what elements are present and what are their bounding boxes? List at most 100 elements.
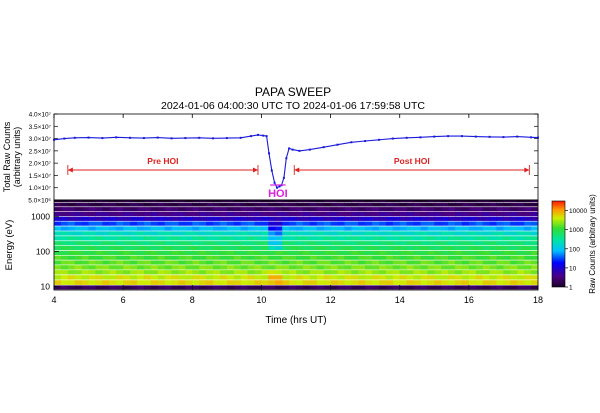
- spectrogram-cell: [455, 226, 463, 231]
- spectrogram-cell: [448, 202, 456, 207]
- spectrogram-cell: [289, 255, 297, 260]
- spectrogram-cell: [372, 250, 380, 255]
- spectrogram-cell: [503, 221, 511, 226]
- spectrogram-cell: [510, 285, 518, 290]
- spectrogram-cell: [420, 226, 428, 231]
- spectrogram-cell: [489, 202, 497, 207]
- spectrogram-cell: [344, 280, 352, 285]
- spectrogram-cell: [385, 202, 394, 207]
- spectrogram-cell: [171, 211, 179, 217]
- spectrogram-cell: [344, 202, 352, 207]
- spectrogram-cell: [261, 207, 269, 212]
- spectrogram-cell: [206, 226, 214, 231]
- spectrogram-cell: [67, 270, 76, 275]
- spectrogram-cell: [275, 265, 283, 270]
- spectrogram-cell: [247, 207, 255, 212]
- spectrogram-cell: [219, 260, 228, 265]
- spectrogram-cell: [379, 236, 387, 241]
- spectrogram-cell: [385, 236, 394, 241]
- spectrogram-cell: [468, 202, 477, 207]
- total-counts-point: [239, 136, 242, 139]
- total-counts-point: [268, 152, 271, 155]
- colorbar-tick-label: 100: [569, 246, 580, 253]
- spectrogram-cell: [434, 211, 442, 217]
- x-tick-label: 4: [51, 295, 56, 305]
- spectrogram-cell: [427, 211, 435, 217]
- spectrogram-cell: [282, 270, 290, 275]
- spectrogram-cell: [510, 221, 518, 226]
- spectrogram-cell: [60, 202, 69, 207]
- spectrogram-cell: [192, 245, 200, 251]
- total-counts-point: [391, 137, 394, 140]
- spectrogram-cell: [351, 216, 359, 221]
- spectrogram-cell: [316, 265, 324, 270]
- spectrogram-y-ticks: 10 100 1000: [31, 212, 59, 292]
- spectrogram-cell: [199, 285, 207, 290]
- spectrogram-cell: [143, 202, 152, 207]
- spectrogram-cell: [54, 250, 62, 255]
- spectrogram-cell: [254, 255, 262, 260]
- spectrogram-cell: [206, 221, 214, 226]
- spectrogram-cell: [233, 285, 242, 290]
- spectrogram-cell: [240, 250, 248, 255]
- spectrogram-cell: [302, 265, 311, 270]
- total-counts-series: [53, 133, 539, 189]
- spectrogram-cell: [351, 265, 359, 270]
- spectrogram-cell: [406, 245, 414, 251]
- total-counts-point: [184, 137, 187, 140]
- spectrogram-cell: [413, 270, 421, 275]
- spectrogram-cell: [213, 275, 221, 280]
- spectrogram-cell: [392, 280, 401, 285]
- spectrogram-cell: [226, 270, 235, 275]
- colorbar-label: Raw Counts (arbitrary units): [588, 194, 597, 294]
- spectrogram-cell: [531, 260, 539, 265]
- spectrogram-cell: [372, 207, 380, 212]
- spectrogram-cell: [337, 280, 345, 285]
- spectrogram-cell: [448, 211, 456, 217]
- total-counts-point: [433, 135, 436, 138]
- spectrogram-cell: [330, 236, 338, 241]
- spectrogram-cell: [219, 200, 228, 203]
- spectrogram-cell: [385, 270, 394, 275]
- spectrogram-cell: [289, 285, 297, 290]
- spectrogram-cell: [337, 285, 345, 290]
- spectrogram-cell: [67, 221, 76, 226]
- spectrogram-cell: [455, 202, 463, 207]
- spectrogram-cell: [309, 270, 318, 275]
- spectrogram-cell: [372, 216, 380, 221]
- spectrogram-cell: [123, 275, 131, 280]
- spectrogram-cell: [219, 285, 228, 290]
- spectrogram-cell: [178, 231, 186, 236]
- spectrogram-cell: [81, 202, 89, 207]
- spectrogram-cells: [54, 200, 539, 290]
- spectrogram-cell: [123, 226, 131, 231]
- total-counts-point: [377, 138, 380, 141]
- spectrogram-cell: [81, 250, 89, 255]
- spectrogram-cell: [461, 285, 470, 290]
- spectrogram-cell: [475, 265, 484, 270]
- spectrogram-cell: [448, 255, 456, 260]
- spectrogram-cell: [358, 250, 366, 255]
- spectrogram-y-tick-label: 100: [36, 247, 50, 257]
- spectrogram-cell: [524, 226, 532, 231]
- spectrogram-cell: [379, 285, 387, 290]
- spectrogram-cell: [268, 202, 276, 207]
- spectrogram-cell: [441, 275, 449, 280]
- spectrogram-cell: [226, 221, 235, 226]
- spectrogram-cell: [524, 245, 532, 251]
- spectrogram-cell: [399, 200, 407, 203]
- spectrogram-cell: [171, 216, 179, 221]
- spectrogram-cell: [206, 270, 214, 275]
- spectrogram-cell: [524, 270, 532, 275]
- spectrogram-cell: [150, 202, 159, 207]
- total-counts-point: [460, 135, 463, 138]
- spectrogram-cell: [461, 236, 470, 241]
- spectrogram-cell: [289, 207, 297, 212]
- spectrogram-cell: [213, 221, 221, 226]
- spectrogram-cell: [344, 231, 352, 236]
- spectrogram-cell: [247, 241, 255, 246]
- spectrogram-cell: [95, 211, 103, 217]
- spectrogram-cell: [130, 260, 138, 265]
- spectrogram-cell: [413, 280, 421, 285]
- spectrogram-cell: [448, 265, 456, 270]
